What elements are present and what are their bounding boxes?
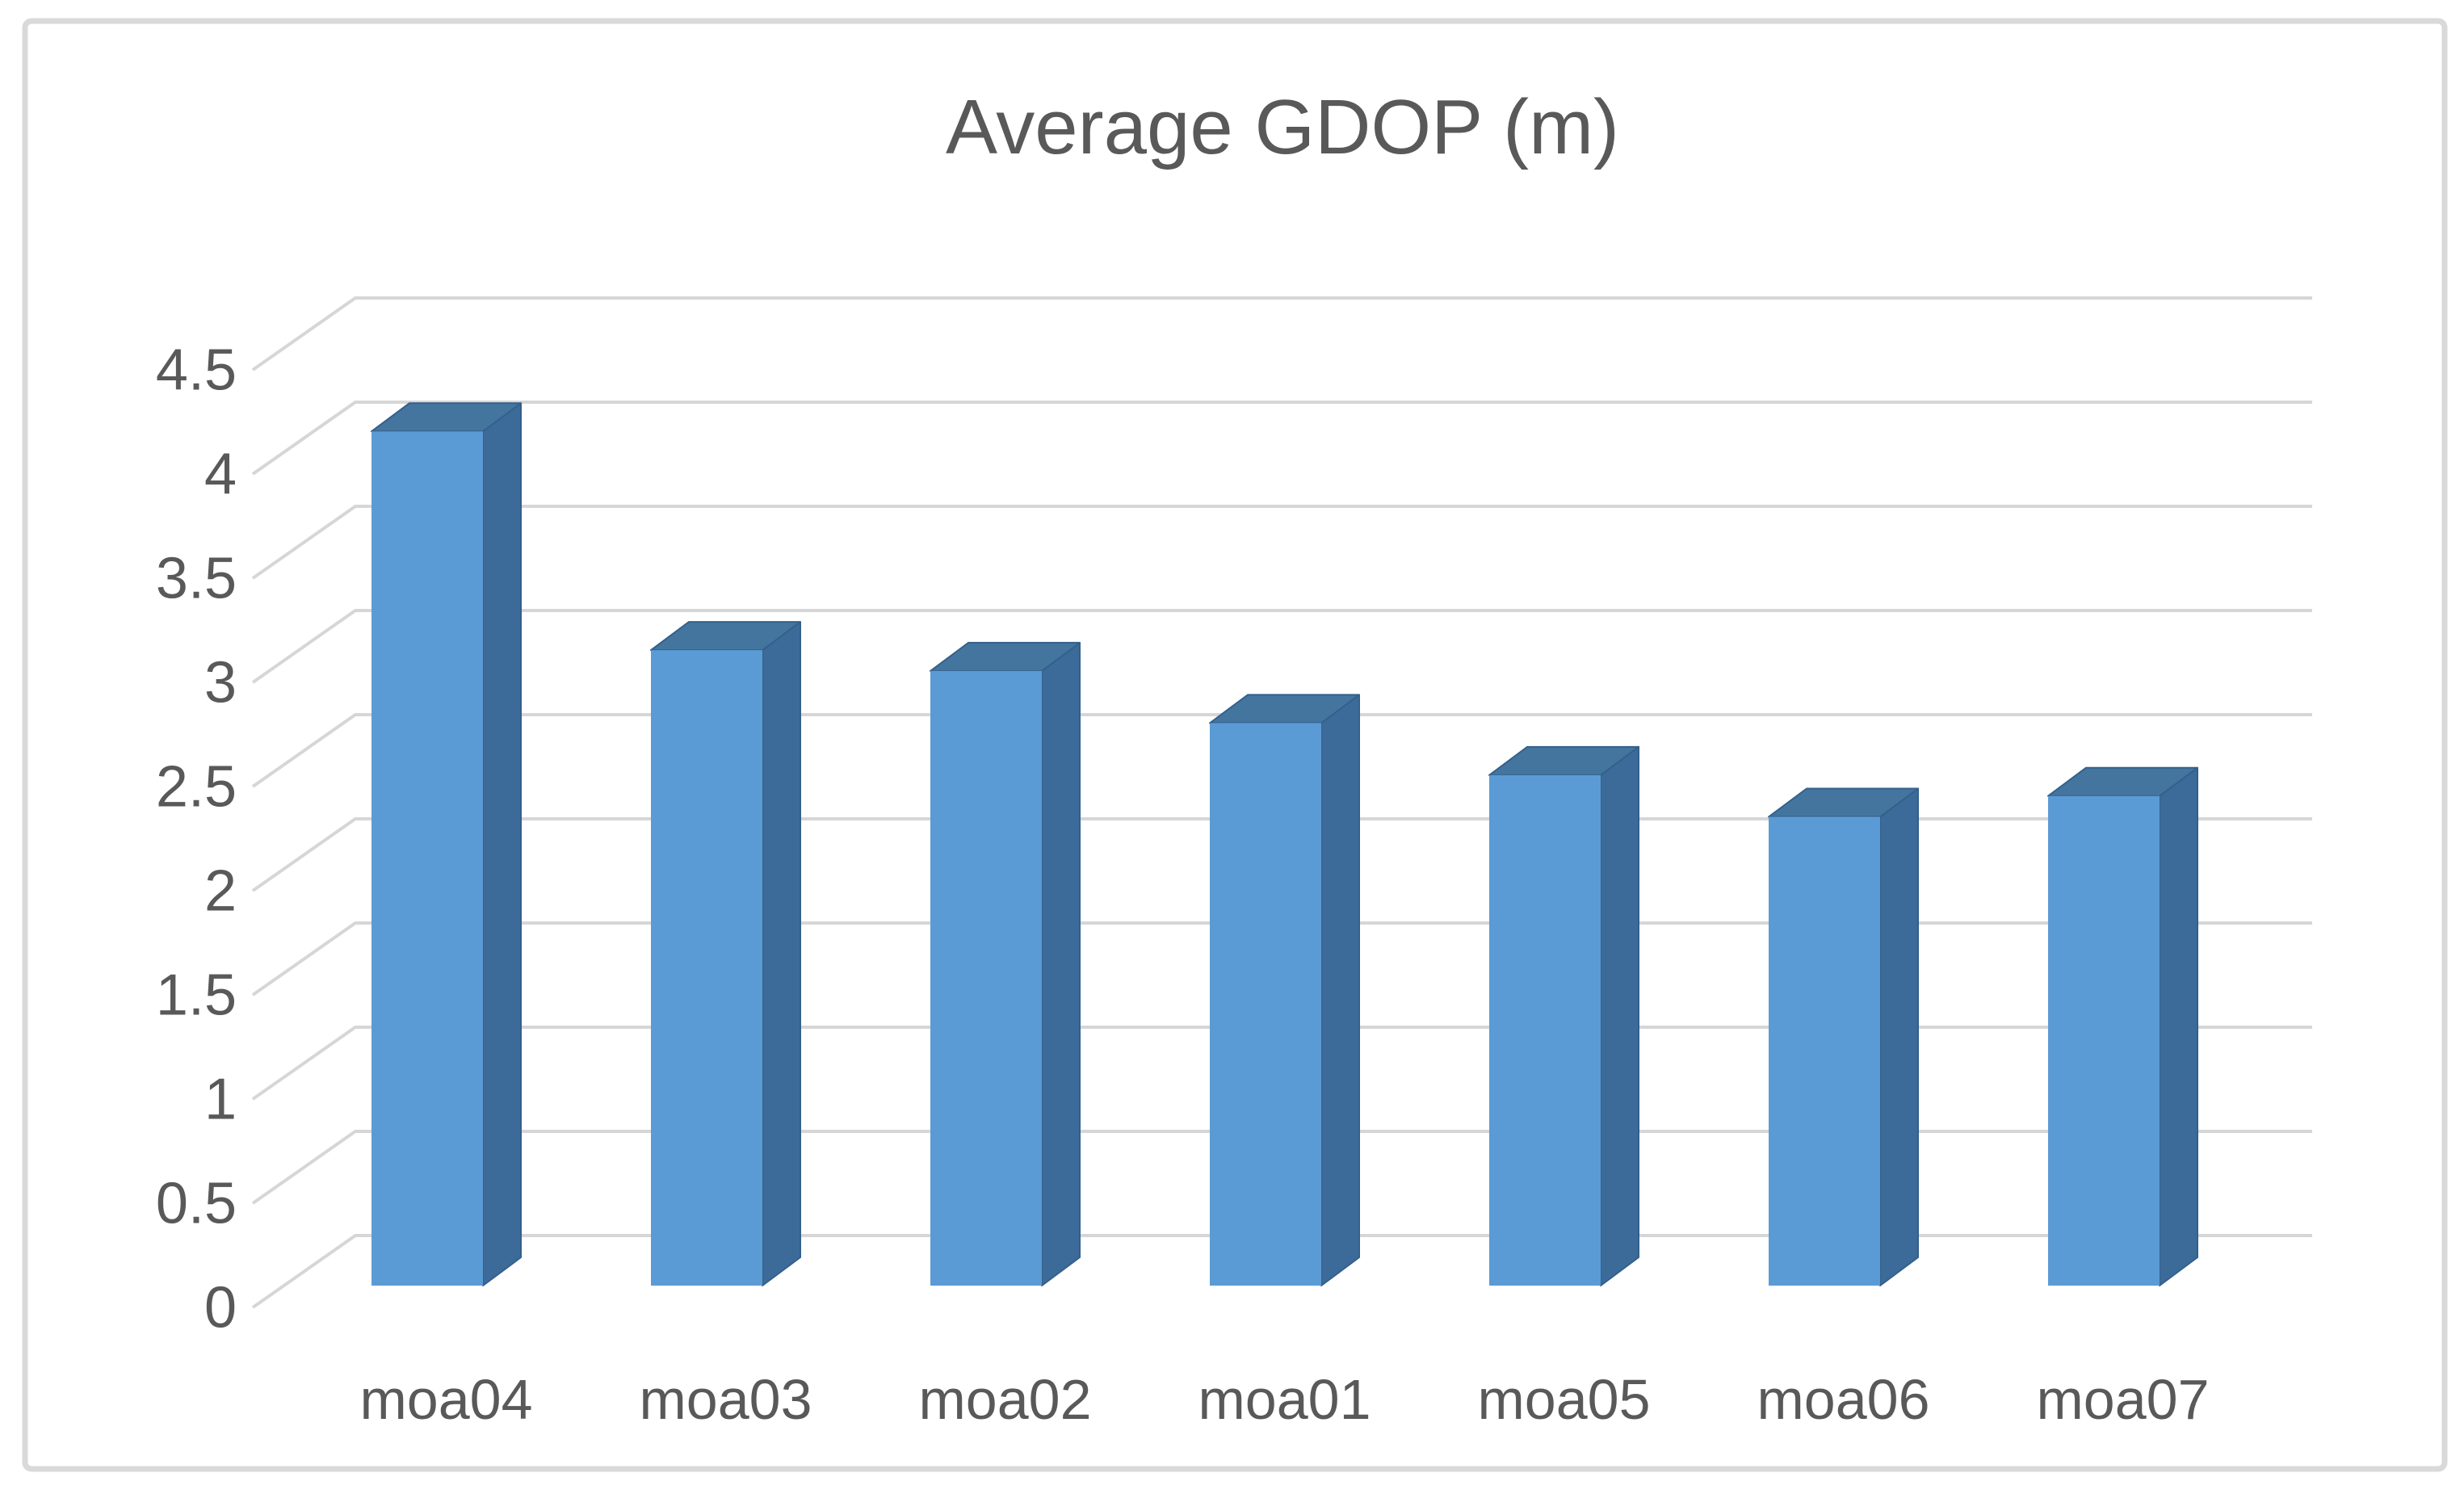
gridline-1.5 — [251, 921, 2312, 997]
gridline-2 — [251, 817, 2312, 892]
bar-side-face — [1600, 745, 1639, 1286]
bar-front-face — [651, 650, 762, 1286]
bar-moa06 — [1768, 787, 1919, 1286]
bar-front-face — [371, 431, 483, 1286]
bar-front-face — [1210, 723, 1321, 1286]
y-tick-label: 4.5 — [156, 338, 237, 402]
y-tick-label: 0.5 — [156, 1171, 237, 1236]
bar-side-face — [1320, 694, 1360, 1286]
gridline-3.5 — [251, 505, 2312, 580]
axis-labels: 0 0.5 1 1.5 2 2.5 3 3.5 4 4.5 moa04 moa03 moa02 moa01… — [156, 338, 2210, 1431]
bar-side-face — [1041, 641, 1081, 1286]
bar-front-face — [1489, 774, 1601, 1286]
x-category-label: moa02 — [918, 1368, 1091, 1431]
gridline-1 — [251, 1026, 2312, 1101]
y-tick-label: 3.5 — [156, 546, 237, 611]
bar-side-face — [1879, 787, 1919, 1286]
bar-side-face — [482, 402, 522, 1286]
bar-front-face — [2048, 795, 2160, 1286]
gridline-0.5 — [251, 1130, 2312, 1205]
gridline-0 — [251, 1234, 2312, 1309]
gridline-2.5 — [251, 713, 2312, 788]
x-category-label: moa06 — [1757, 1368, 1929, 1431]
bar-front-face — [1769, 816, 1880, 1286]
y-tick-label: 2 — [204, 858, 237, 923]
bar-side-face — [2159, 766, 2198, 1286]
bar-moa03 — [650, 621, 801, 1286]
y-tick-label: 1 — [204, 1067, 237, 1131]
figure-border — [22, 18, 2448, 1472]
x-category-label: moa03 — [639, 1368, 812, 1431]
figure-frame — [22, 18, 2448, 1472]
x-category-label: moa07 — [2036, 1368, 2209, 1431]
bar-moa04 — [371, 402, 522, 1286]
gridlines — [251, 296, 2312, 1309]
bar-moa02 — [930, 641, 1081, 1286]
gridline-4 — [251, 401, 2312, 476]
y-tick-label: 4 — [204, 442, 237, 506]
y-tick-label: 2.5 — [156, 754, 237, 819]
gridline-3 — [251, 609, 2312, 684]
bar-moa07 — [2047, 766, 2198, 1286]
bars — [371, 402, 2198, 1286]
gridline-4.5 — [251, 296, 2312, 371]
bar-front-face — [930, 670, 1042, 1286]
bar-side-face — [762, 621, 801, 1286]
y-tick-label: 1.5 — [156, 963, 237, 1027]
bar-moa05 — [1488, 745, 1639, 1286]
y-tick-label: 3 — [204, 650, 237, 715]
x-category-label: moa05 — [1477, 1368, 1650, 1431]
y-tick-label: 0 — [204, 1275, 237, 1340]
x-category-label: moa01 — [1198, 1368, 1371, 1431]
x-category-label: moa04 — [359, 1368, 532, 1431]
chart-title: Average GDOP (m) — [946, 84, 1619, 170]
bar-moa01 — [1209, 694, 1360, 1286]
